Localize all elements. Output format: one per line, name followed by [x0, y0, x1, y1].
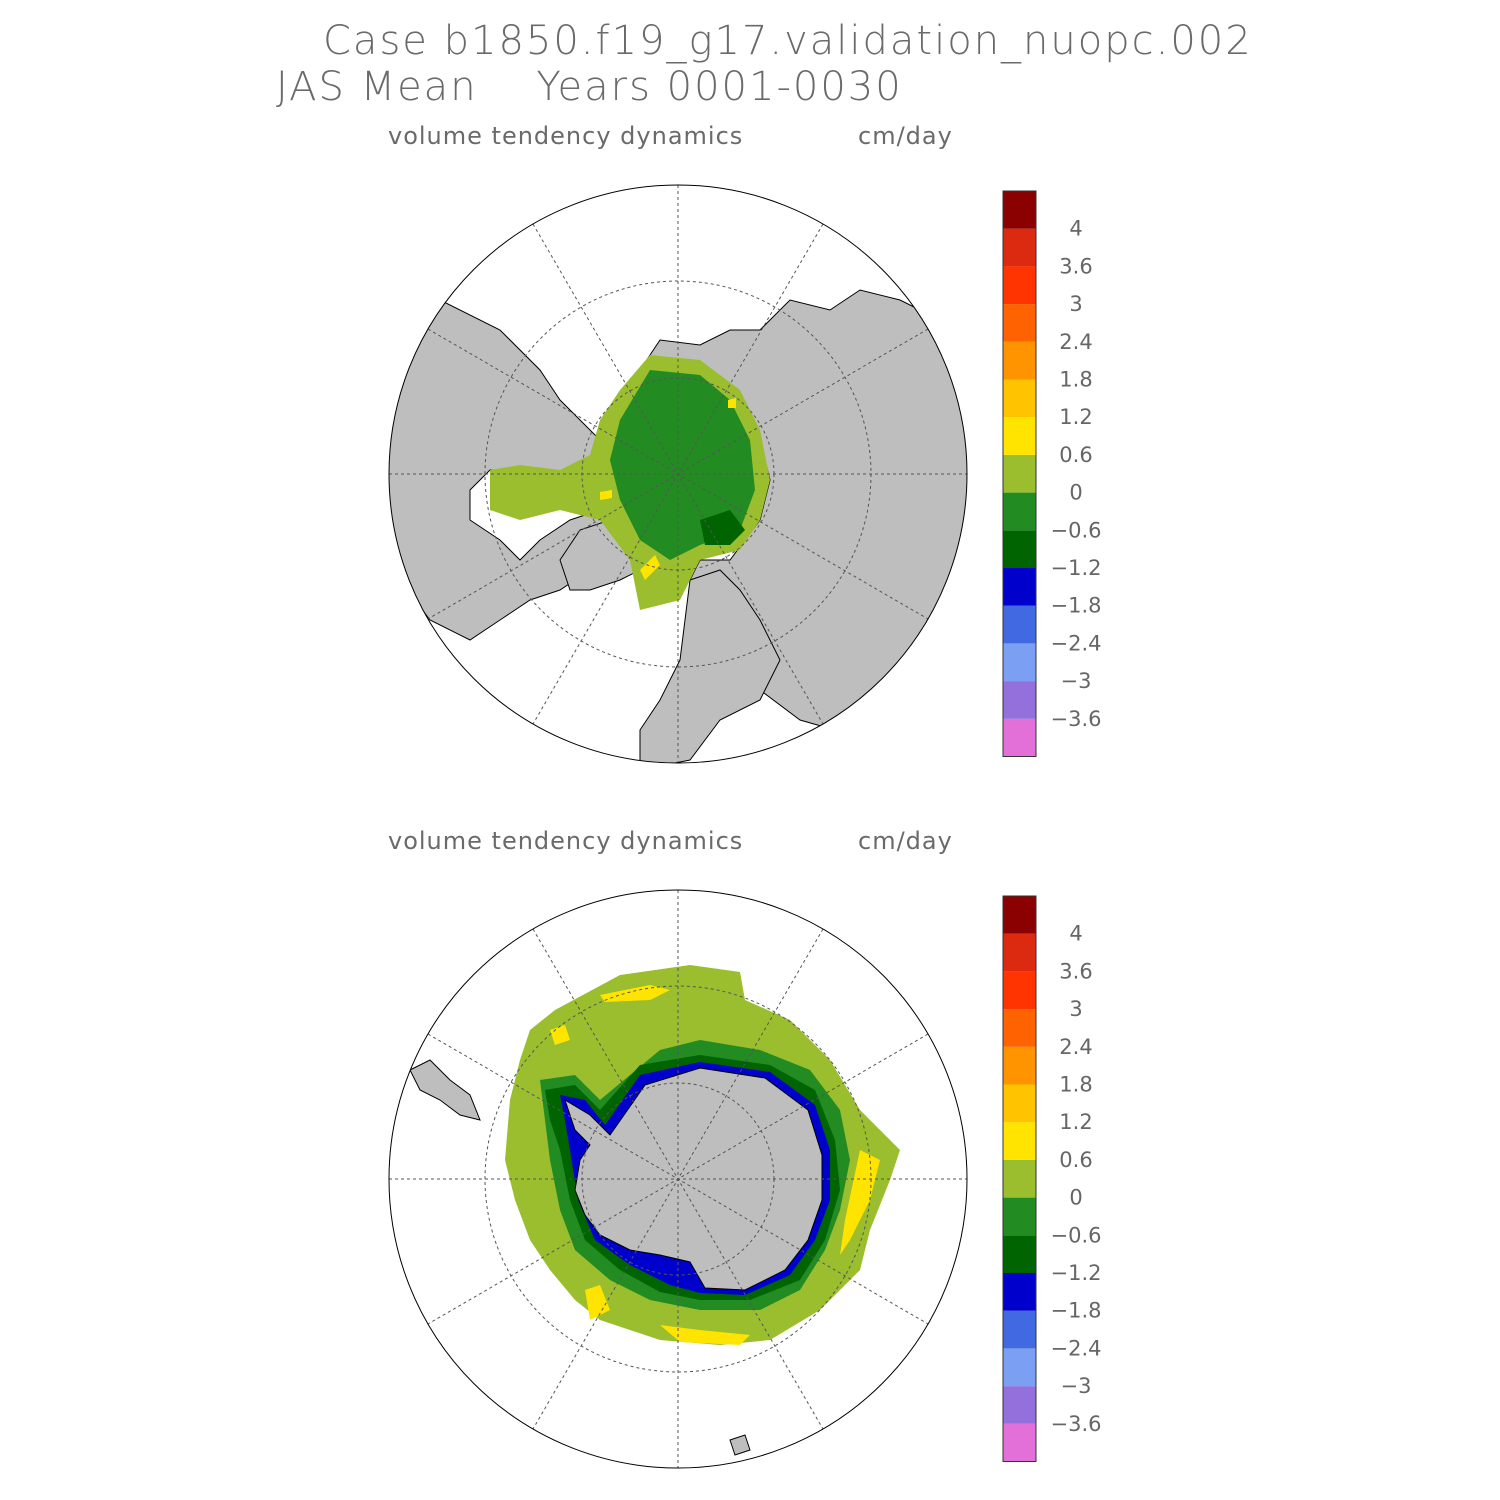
- south-land-antarctica: [564, 1067, 823, 1291]
- north-colorbar-tick-label: −3.6: [1051, 707, 1102, 731]
- north-colorbar-swatch: [1003, 643, 1036, 682]
- north-colorbar-swatch: [1003, 379, 1036, 418]
- south-polar-map: [388, 889, 968, 1469]
- south-colorbar-swatch: [1003, 1197, 1036, 1236]
- north-colorbar-tick-label: −2.4: [1051, 631, 1102, 655]
- south-colorbar-tick-label: 0.6: [1059, 1148, 1092, 1172]
- south-colorbar-tick-label: 4: [1069, 922, 1082, 946]
- north-colorbar-swatch: [1003, 191, 1036, 229]
- north-ice-green: [610, 370, 755, 560]
- north-colorbar-swatch: [1003, 341, 1036, 380]
- north-colorbar-tick-label: 0: [1069, 481, 1082, 505]
- north-colorbar-swatch: [1003, 454, 1036, 493]
- north-colorbar-frame: [1002, 190, 1037, 757]
- south-colorbar-tick-label: −1.2: [1051, 1261, 1102, 1285]
- south-colorbar-tick-label: −3: [1061, 1374, 1092, 1398]
- south-colorbar-tick-label: −3.6: [1051, 1412, 1102, 1436]
- south-colorbar-swatch: [1003, 1122, 1036, 1160]
- north-map-border: [388, 184, 968, 764]
- north-land-europe: [639, 569, 781, 763]
- north-colorbar-swatch: [1003, 718, 1036, 757]
- north-colorbar-swatch: [1003, 417, 1036, 455]
- north-colorbar-swatch: [1003, 304, 1036, 342]
- south-colorbar-swatch: [1003, 896, 1036, 934]
- south-colorbar-swatch: [1003, 1310, 1036, 1349]
- south-colorbar-tick-label: −2.4: [1051, 1336, 1102, 1360]
- south-graticule: [389, 890, 967, 1468]
- north-colorbar-tick-label: 3: [1069, 292, 1082, 316]
- north-colorbar-tick-label: 0.6: [1059, 443, 1092, 467]
- south-colorbar-tick-label: −1.8: [1051, 1299, 1102, 1323]
- north-colorbar-swatch: [1003, 228, 1036, 267]
- south-land-africa-tip: [729, 1434, 751, 1456]
- south-colorbar-swatch: [1003, 1046, 1036, 1085]
- north-colorbar-tick-label: 1.8: [1059, 368, 1092, 392]
- north-colorbar-tick-label: −1.8: [1051, 594, 1102, 618]
- south-land-south-america: [409, 1059, 481, 1121]
- north-colorbar-swatch: [1003, 266, 1036, 305]
- north-colorbar-swatch: [1003, 681, 1036, 719]
- north-colorbar-swatch: [1003, 605, 1036, 644]
- south-colorbar-swatch: [1003, 1009, 1036, 1047]
- south-colorbar-tick-label: 3.6: [1059, 959, 1092, 983]
- north-ice-dark-green: [700, 510, 745, 545]
- south-colorbar-swatch: [1003, 1235, 1036, 1273]
- north-graticule: [389, 185, 967, 763]
- south-colorbar-swatch: [1003, 1159, 1036, 1198]
- north-colorbar-tick-label: −3: [1061, 669, 1092, 693]
- south-colorbar-swatch: [1003, 1084, 1036, 1123]
- north-colorbar-swatch: [1003, 492, 1036, 531]
- north-field-label: volume tendency dynamics: [388, 122, 744, 150]
- south-map-border: [388, 889, 968, 1469]
- south-colorbar-tick-label: 1.8: [1059, 1073, 1092, 1097]
- south-colorbar: −3.6 −3 −2.4 −1.8 −1.2 −0.6 0 0.6 1.2 1.8 2.4 3 3.6 4: [1002, 895, 1102, 1462]
- north-colorbar: −3.6 −3 −2.4 −1.8 −1.2 −0.6 0 0.6 1.2 1.8 2.4 3 3.6 4: [1002, 190, 1102, 757]
- figure-title-case: Case b1850.f19_g17.validation_nuopc.002: [323, 18, 1253, 64]
- north-colorbar-tick-label: 3.6: [1059, 254, 1092, 278]
- south-colorbar-swatch: [1003, 1386, 1036, 1424]
- south-colorbar-tick-label: 3: [1069, 997, 1082, 1021]
- south-units-label: cm/day: [858, 827, 953, 855]
- south-colorbar-tick-label: 1.2: [1059, 1110, 1092, 1134]
- south-colorbar-swatch: [1003, 933, 1036, 972]
- south-colorbar-swatch: [1003, 1423, 1036, 1462]
- north-colorbar-swatch: [1003, 568, 1036, 606]
- north-polar-map: [388, 184, 968, 764]
- north-colorbar-tick-label: 2.4: [1059, 330, 1092, 354]
- south-colorbar-tick-label: 0: [1069, 1186, 1082, 1210]
- south-field-label: volume tendency dynamics: [388, 827, 744, 855]
- south-colorbar-swatch: [1003, 1273, 1036, 1311]
- north-units-label: cm/day: [858, 122, 953, 150]
- north-colorbar-tick-label: −1.2: [1051, 556, 1102, 580]
- north-colorbar-tick-label: −0.6: [1051, 518, 1102, 542]
- figure-title-period: JAS Mean Years 0001-0030: [276, 64, 903, 110]
- north-colorbar-tick-label: 4: [1069, 217, 1082, 241]
- south-colorbar-swatch: [1003, 971, 1036, 1010]
- south-colorbar-tick-label: −0.6: [1051, 1223, 1102, 1247]
- south-colorbar-tick-label: 2.4: [1059, 1035, 1092, 1059]
- south-colorbar-swatch: [1003, 1348, 1036, 1387]
- north-colorbar-tick-label: 1.2: [1059, 405, 1092, 429]
- south-colorbar-frame: [1002, 895, 1037, 1462]
- north-colorbar-swatch: [1003, 530, 1036, 568]
